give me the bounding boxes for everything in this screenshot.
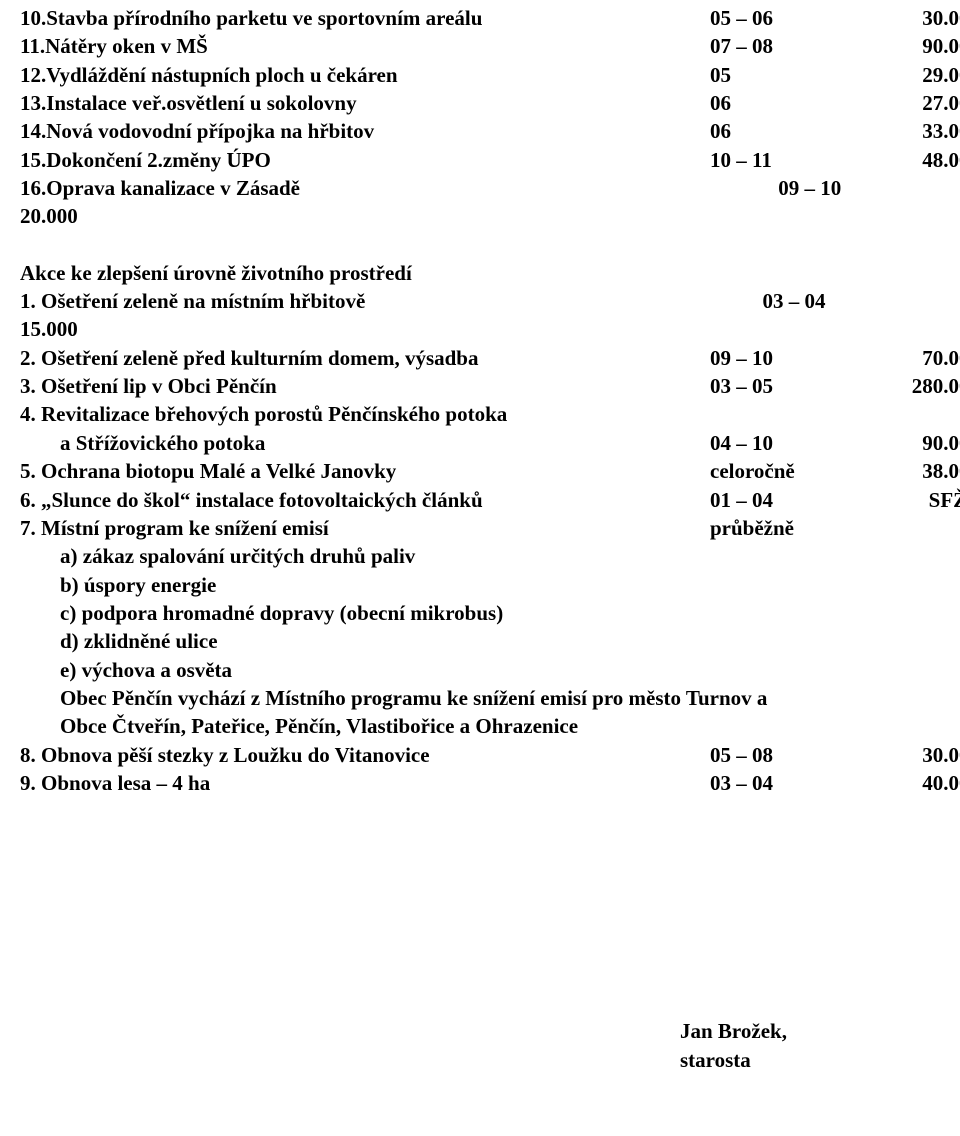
row-label: 3. Ošetření lip v Obci Pěnčín bbox=[20, 372, 710, 400]
row-time: 10 – 11 bbox=[710, 146, 860, 174]
row-label: 10.Stavba přírodního parketu ve sportovn… bbox=[20, 4, 710, 32]
row-time: 04 – 10 bbox=[710, 429, 860, 457]
row-cost: 90.000 bbox=[860, 429, 960, 457]
row-time: 01 – 04 bbox=[710, 486, 860, 514]
row-time: 05 bbox=[710, 61, 860, 89]
signature-role: starosta bbox=[680, 1046, 960, 1074]
row-label: 16.Oprava kanalizace v Zásadě bbox=[20, 174, 710, 202]
row-time: 09 – 10 bbox=[710, 344, 860, 372]
row-cost: 280.000 bbox=[860, 372, 960, 400]
row-label: 2. Ošetření zeleně před kulturním domem,… bbox=[20, 344, 710, 372]
row-cost: 30.000 bbox=[860, 4, 960, 32]
list-item: d) zklidněné ulice bbox=[20, 627, 960, 655]
row-label: 9. Obnova lesa – 4 ha bbox=[20, 769, 710, 797]
row-cost: 38.000 bbox=[860, 457, 960, 485]
row-time: 03 – 04 bbox=[710, 287, 860, 315]
row-cost bbox=[860, 315, 960, 343]
table-row: a Střížovického potoka 04 – 10 90.000 bbox=[20, 429, 960, 457]
table-row: 10.Stavba přírodního parketu ve sportovn… bbox=[20, 4, 960, 32]
row-cost: 33.000 bbox=[860, 117, 960, 145]
row-cost: 90.000 bbox=[860, 32, 960, 60]
row-time: 09 – 10 bbox=[710, 174, 860, 202]
row-time: 06 bbox=[710, 117, 860, 145]
table-row: 8. Obnova pěší stezky z Loužku do Vitano… bbox=[20, 741, 960, 769]
table-row: 1. Ošetření zeleně na místním hřbitově 0… bbox=[20, 287, 960, 315]
row-time bbox=[710, 315, 860, 343]
row-label: 8. Obnova pěší stezky z Loužku do Vitano… bbox=[20, 741, 710, 769]
row-label: 13.Instalace veř.osvětlení u sokolovny bbox=[20, 89, 710, 117]
row-cost: 48.000 bbox=[860, 146, 960, 174]
list-item: b) úspory energie bbox=[20, 571, 960, 599]
table-row: 6. „Slunce do škol“ instalace fotovoltai… bbox=[20, 486, 960, 514]
row-time: 06 bbox=[710, 89, 860, 117]
list-item: a) zákaz spalování určitých druhů paliv bbox=[20, 542, 960, 570]
row-cost: 29.000 bbox=[860, 61, 960, 89]
row-label: 14.Nová vodovodní přípojka na hřbitov bbox=[20, 117, 710, 145]
list-item: e) výchova a osvěta bbox=[20, 656, 960, 684]
table-row: 4. Revitalizace břehových porostů Pěnčín… bbox=[20, 400, 960, 428]
row-time: průběžně bbox=[710, 514, 860, 542]
row-label: 15.Dokončení 2.změny ÚPO bbox=[20, 146, 710, 174]
table-row: 15.000 bbox=[20, 315, 960, 343]
row-time: 05 – 06 bbox=[710, 4, 860, 32]
list-item: c) podpora hromadné dopravy (obecní mikr… bbox=[20, 599, 960, 627]
table-row: 11.Nátěry oken v MŠ 07 – 08 90.000 bbox=[20, 32, 960, 60]
row-time bbox=[710, 400, 860, 428]
row-cost: SFŽP bbox=[860, 486, 960, 514]
row-cost bbox=[860, 514, 960, 542]
table-row: 9. Obnova lesa – 4 ha 03 – 04 40.000 bbox=[20, 769, 960, 797]
row-time: 07 – 08 bbox=[710, 32, 860, 60]
row-label: 20.000 bbox=[20, 202, 710, 230]
table-row: 15.Dokončení 2.změny ÚPO 10 – 11 48.000 bbox=[20, 146, 960, 174]
row-time: celoročně bbox=[710, 457, 860, 485]
table-row: 14.Nová vodovodní přípojka na hřbitov 06… bbox=[20, 117, 960, 145]
row-label: 1. Ošetření zeleně na místním hřbitově bbox=[20, 287, 710, 315]
row-time: 05 – 08 bbox=[710, 741, 860, 769]
table-row: 3. Ošetření lip v Obci Pěnčín 03 – 05 28… bbox=[20, 372, 960, 400]
table-row: 5. Ochrana biotopu Malé a Velké Janovky … bbox=[20, 457, 960, 485]
table-row: 12.Vydláždění nástupních ploch u čekáren… bbox=[20, 61, 960, 89]
table-row: 16.Oprava kanalizace v Zásadě 09 – 10 bbox=[20, 174, 960, 202]
row-label: a Střížovického potoka bbox=[20, 429, 710, 457]
table-row: 13.Instalace veř.osvětlení u sokolovny 0… bbox=[20, 89, 960, 117]
row-label: 4. Revitalizace břehových porostů Pěnčín… bbox=[20, 400, 710, 428]
table-row: 2. Ošetření zeleně před kulturním domem,… bbox=[20, 344, 960, 372]
row-label: 7. Místní program ke snížení emisí bbox=[20, 514, 710, 542]
row-label: 15.000 bbox=[20, 315, 710, 343]
row-time: 03 – 05 bbox=[710, 372, 860, 400]
row-cost: 40.000 bbox=[860, 769, 960, 797]
signature-block: Jan Brožek, starosta bbox=[20, 1017, 960, 1074]
row-cost bbox=[860, 202, 960, 230]
row-time: 03 – 04 bbox=[710, 769, 860, 797]
signature-name: Jan Brožek, bbox=[680, 1017, 960, 1045]
row-cost bbox=[860, 287, 960, 315]
row-label: 5. Ochrana biotopu Malé a Velké Janovky bbox=[20, 457, 710, 485]
row-label: 6. „Slunce do škol“ instalace fotovoltai… bbox=[20, 486, 710, 514]
row-cost bbox=[860, 174, 960, 202]
row-label: 12.Vydláždění nástupních ploch u čekáren bbox=[20, 61, 710, 89]
row-cost bbox=[860, 400, 960, 428]
row-label: 11.Nátěry oken v MŠ bbox=[20, 32, 710, 60]
list-item: Obce Čtveřín, Pateřice, Pěnčín, Vlastibo… bbox=[20, 712, 960, 740]
row-cost: 30.000 bbox=[860, 741, 960, 769]
row-cost: 70.000 bbox=[860, 344, 960, 372]
row-cost: 27.000 bbox=[860, 89, 960, 117]
row-time bbox=[710, 202, 860, 230]
list-item: Obec Pěnčín vychází z Místního programu … bbox=[20, 684, 960, 712]
table-row: 20.000 bbox=[20, 202, 960, 230]
section-heading: Akce ke zlepšení úrovně životního prostř… bbox=[20, 259, 960, 287]
table-row: 7. Místní program ke snížení emisí průbě… bbox=[20, 514, 960, 542]
